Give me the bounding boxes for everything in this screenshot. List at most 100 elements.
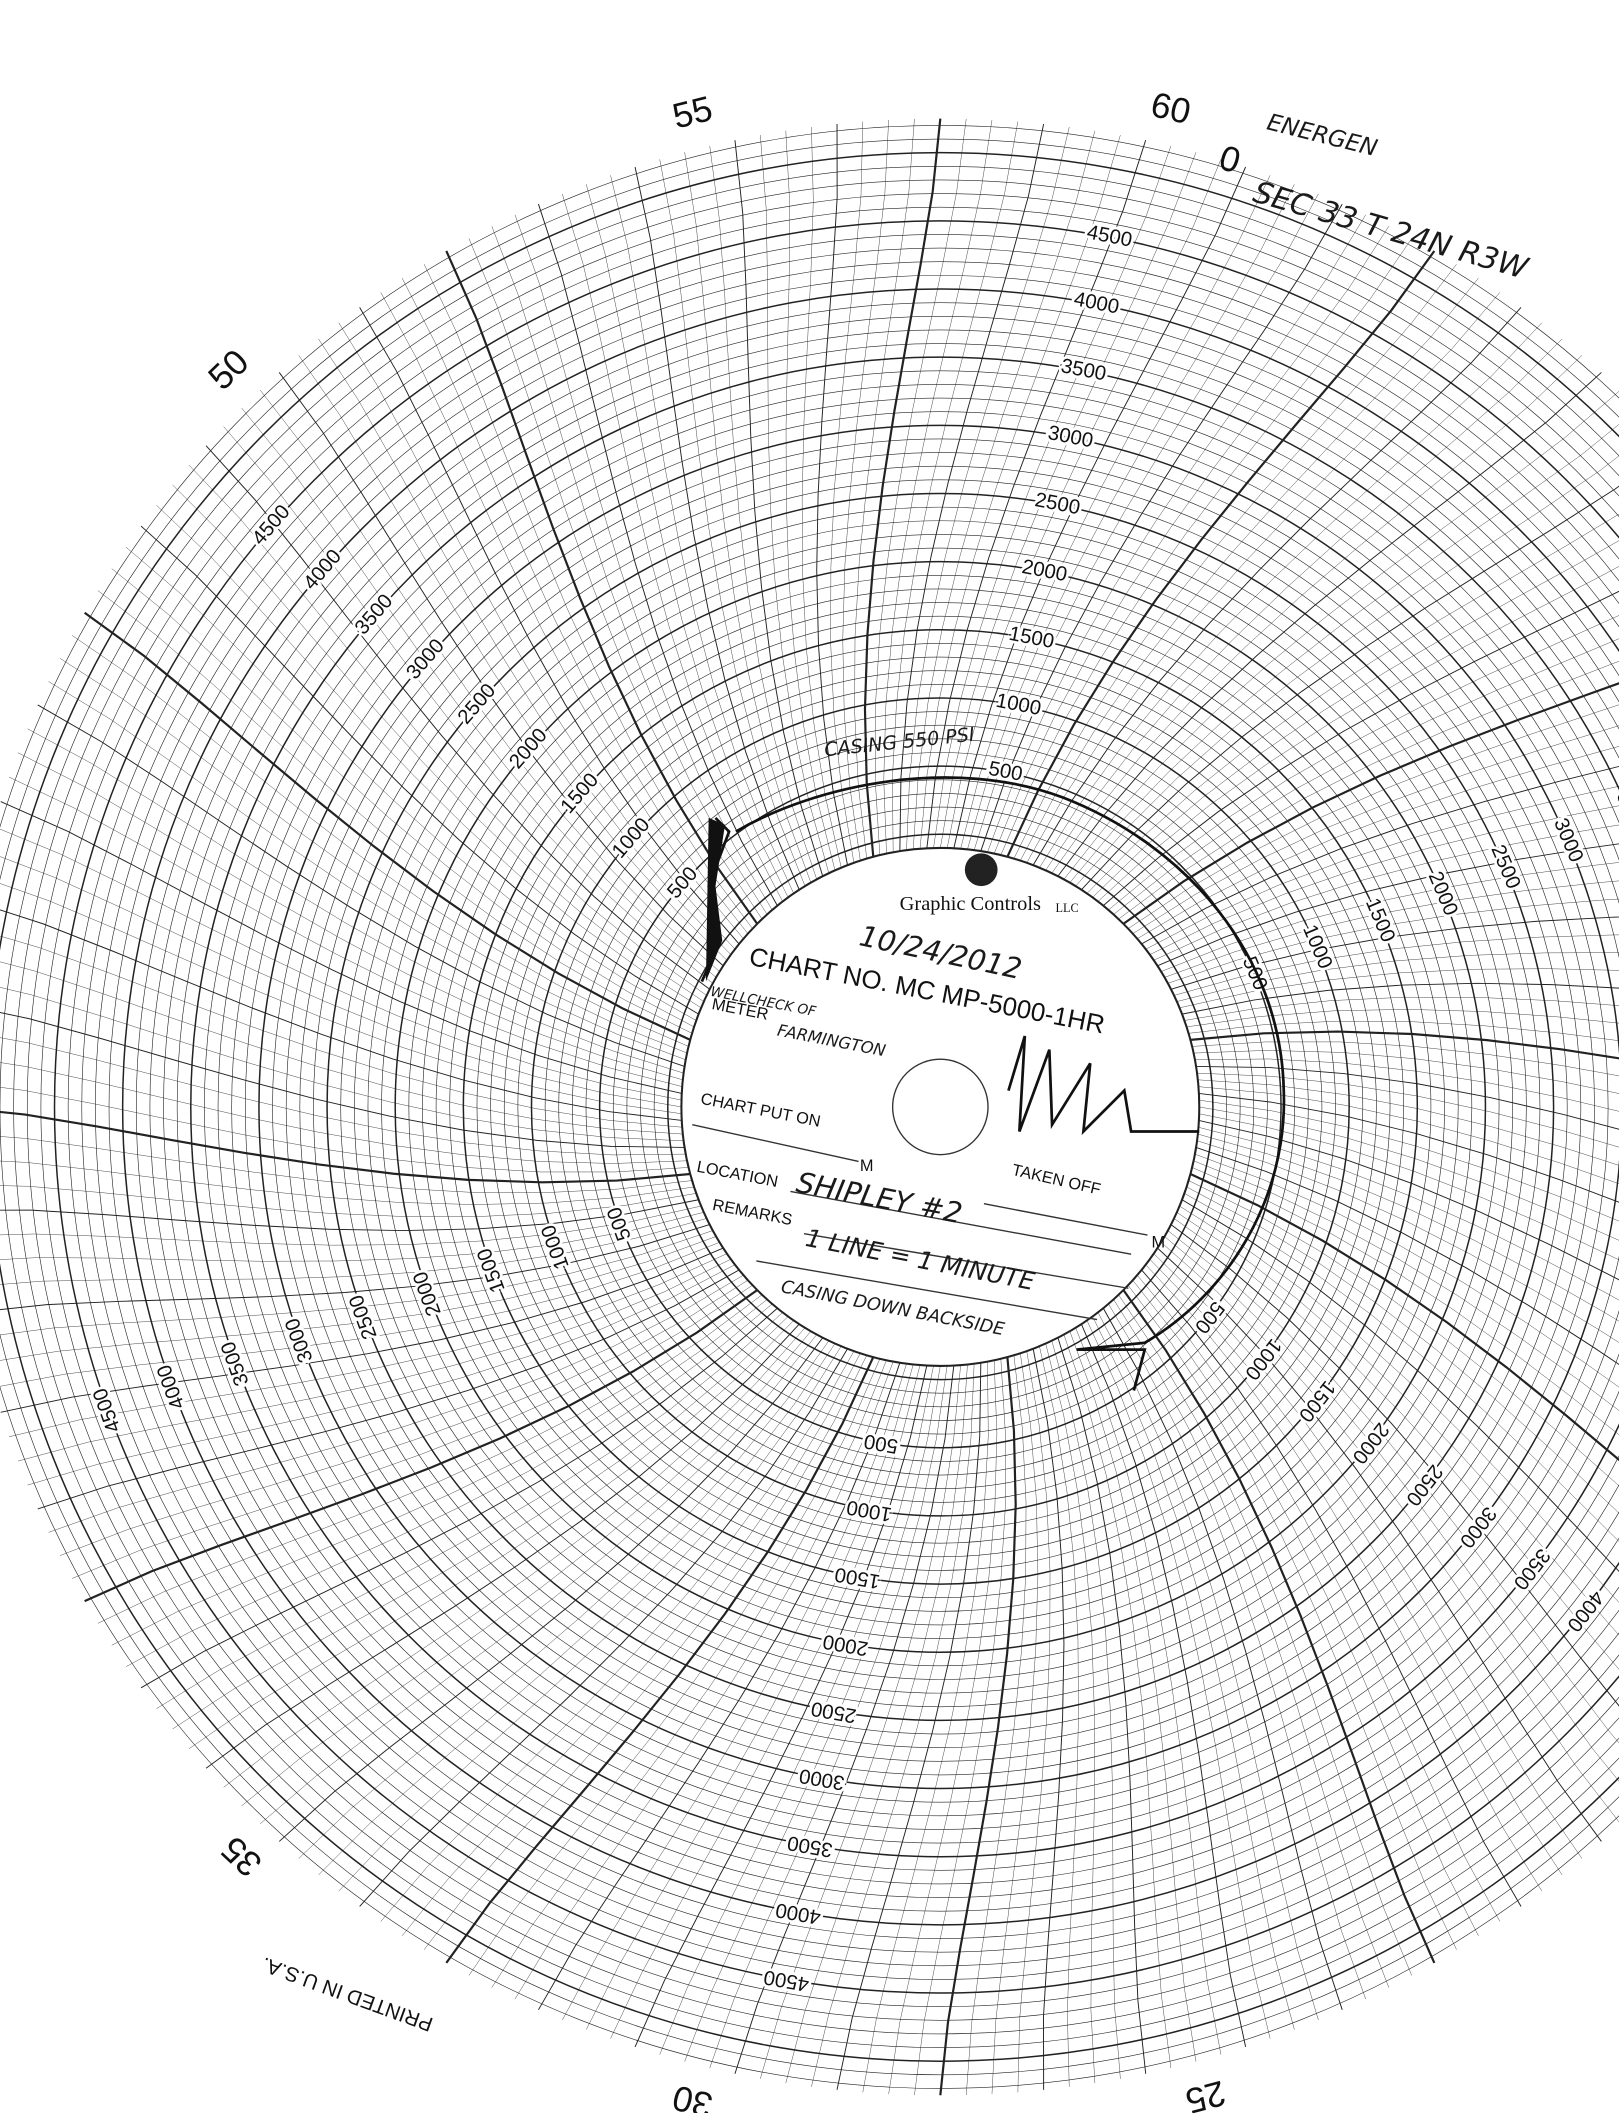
time-line [1189,1173,1619,1462]
brand-suffix: LLC [1055,901,1078,915]
ring [435,602,1445,1612]
time-line [1039,322,1543,868]
time-line [97,1294,763,1624]
time-line [1127,1285,1457,1950]
time-line [1026,292,1501,863]
time-line [967,184,1295,850]
time-line [1132,1280,1479,1936]
time-line [973,193,1319,851]
chart-grid [0,118,1619,2096]
time-line [1006,250,1436,858]
time-line [125,1303,773,1667]
time-line [423,1355,867,1950]
time-line [59,1280,749,1556]
ring [408,574,1473,1639]
time-line [1063,391,1619,880]
m-label: M [1152,1234,1166,1252]
time-line [966,1355,1027,2096]
time-line [919,135,1121,849]
time-line [1108,1303,1366,2000]
pressure-label: 3500 [1059,354,1108,385]
ring [68,234,1619,1980]
time-line [1196,1065,1619,1130]
time-line [1193,1160,1619,1411]
pressure-label: 2000 [408,1269,445,1320]
time-line [37,704,685,1067]
time-line [491,1360,887,1988]
time-line [1032,1348,1065,2090]
time-line [1132,725,1619,934]
minute-label: 35 [213,1829,269,1885]
time-line [659,159,806,887]
ring [381,547,1500,1667]
time-line [1122,1289,1436,1964]
time-line [72,1285,753,1579]
ring [231,397,1619,1816]
ring [530,697,1350,1517]
time-line [0,1136,693,1193]
signature [1007,1035,1200,1136]
time-line [1186,1009,1619,1028]
time-line [785,1364,968,2084]
ring [572,738,1309,1476]
time-line [1086,513,1619,894]
time-line [987,214,1366,853]
time-line [1075,1327,1222,2055]
time-line [0,801,682,1094]
time-line [1063,1334,1172,2069]
ring [163,329,1619,1885]
time-line [1190,1030,1619,1060]
ring [354,520,1527,1694]
ring [245,411,1619,1803]
time-line [1199,1099,1619,1222]
pressure-label: 4500 [1085,220,1134,251]
time-line [445,1356,875,1964]
time-line [223,426,713,984]
time-line [888,1360,998,2094]
time-line [1170,916,1619,990]
time-line [1184,1193,1619,1542]
pressure-label: 1000 [994,689,1043,720]
location-line [790,1190,1132,1255]
ring [653,820,1227,1394]
time-line [1157,843,1619,967]
time-line [842,119,889,861]
time-line [892,121,1019,853]
time-line [48,1274,744,1533]
put-on-line [692,1123,859,1163]
time-line [1057,1337,1147,2074]
center-hole [891,1058,989,1156]
time-line [1164,1236,1619,1782]
time-line [760,1365,961,2079]
time-line [8,1253,727,1438]
time-line [1013,264,1457,859]
time-line [241,407,717,978]
time-line [0,961,683,1135]
time-line [1149,1259,1563,1876]
time-line [946,159,1222,849]
time-line [1153,1253,1583,1859]
minute-label: 30 [668,2077,716,2113]
ring [313,479,1568,1735]
time-line [862,1361,989,2093]
time-line [785,130,836,871]
ring [149,316,1619,1898]
time-line [1198,1092,1619,1203]
time-line [1199,1113,1619,1261]
time-line [1092,1316,1295,2030]
time-line [913,130,1096,850]
time-line [1181,1199,1619,1572]
time-line [223,1327,806,1788]
minute-label: 25 [1181,2073,1229,2113]
time-line [1069,424,1619,883]
ring [367,534,1514,1680]
ring [626,793,1255,1421]
time-line [1081,485,1619,891]
time-line [1193,1050,1619,1094]
time-line [402,1353,861,1936]
time-line [1173,1218,1619,1670]
pressure-label: 3000 [1046,421,1095,452]
time-line [0,1236,717,1361]
time-line [1128,704,1619,929]
time-line [659,1365,934,2055]
